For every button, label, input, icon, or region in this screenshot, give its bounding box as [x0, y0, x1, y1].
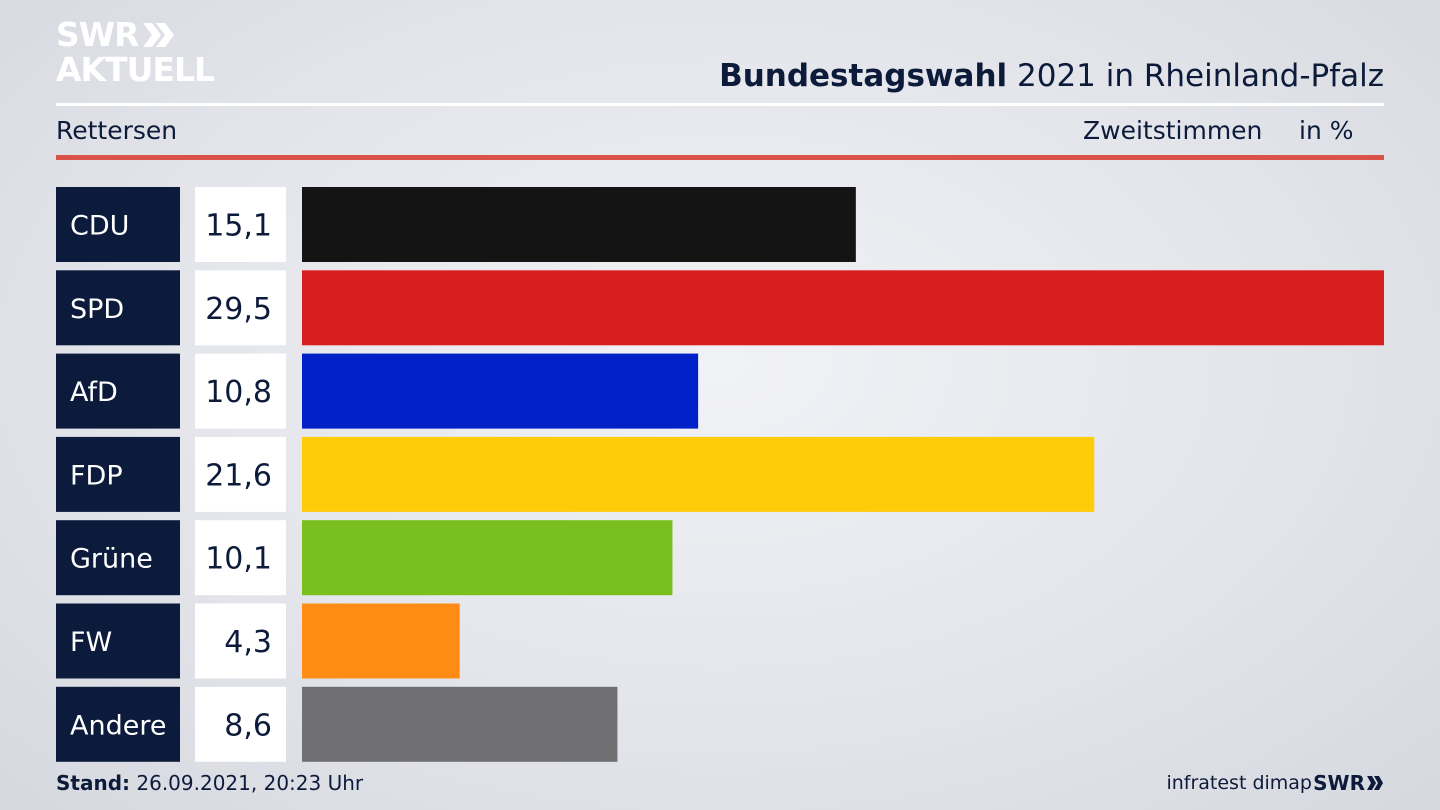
swr-footer-logo: SWR: [1313, 771, 1384, 795]
bar-fdp: [302, 436, 1095, 512]
bar-spd: [302, 270, 1384, 346]
bar-andere: [302, 686, 618, 762]
party-label-fdp: FDP: [70, 460, 123, 491]
party-label-box-cdu: [56, 187, 180, 262]
party-label-andere: Andere: [70, 710, 166, 741]
data-label-fdp: 21,6: [205, 458, 272, 493]
chevron-right-double-icon: [142, 23, 174, 47]
party-label-box-fdp: [56, 436, 180, 512]
accent-divider: [56, 155, 1384, 160]
party-label-box-fw: [56, 603, 180, 679]
value-box-afd: [195, 353, 286, 429]
data-label-spd: 29,5: [205, 292, 272, 327]
value-box-fdp: [195, 436, 286, 512]
data-label-cdu: 15,1: [205, 209, 272, 244]
logo-line-1: SWR: [56, 18, 214, 52]
value-box-cdu: [195, 187, 286, 262]
bar-gr-ne: [302, 520, 673, 596]
timestamp-label: Stand:: [56, 771, 131, 795]
party-label-box-andere: [56, 686, 180, 762]
party-label-fw: FW: [70, 627, 112, 658]
data-label-fw: 4,3: [224, 625, 272, 660]
value-box-spd: [195, 270, 286, 346]
party-label-box-afd: [56, 353, 180, 429]
value-box-andere: [195, 686, 286, 762]
party-label-cdu: CDU: [70, 211, 129, 242]
party-label-gr-ne: Grüne: [70, 544, 153, 575]
party-label-spd: SPD: [70, 294, 124, 325]
value-box-fw: [195, 603, 286, 679]
page-title: Bundestagswahl 2021 in Rheinland-Pfalz: [719, 58, 1384, 94]
title-rest: 2021 in Rheinland-Pfalz: [1007, 58, 1384, 94]
vote-type-label: Zweitstimmen: [1083, 116, 1263, 145]
value-box-gr-ne: [195, 520, 286, 596]
bar-fw: [302, 603, 460, 679]
data-label-gr-ne: 10,1: [205, 542, 272, 577]
source-label: infratest dimap: [1166, 772, 1312, 794]
timestamp-value: 26.09.2021, 20:23 Uhr: [130, 771, 364, 795]
bar-afd: [302, 353, 699, 429]
location-label: Rettersen: [56, 116, 178, 145]
chevron-right-double-icon: [1367, 776, 1383, 790]
unit-label: in %: [1299, 116, 1354, 145]
swr-aktuell-logo: SWR AKTUELL: [56, 18, 215, 89]
bar-cdu: [302, 187, 856, 262]
title-bold: Bundestagswahl: [719, 58, 1008, 94]
data-label-afd: 10,8: [205, 375, 272, 410]
logo-line-2: AKTUELL: [56, 50, 215, 89]
party-label-box-spd: [56, 270, 180, 346]
header-divider: [56, 103, 1384, 106]
timestamp: Stand: 26.09.2021, 20:23 Uhr: [56, 771, 363, 795]
party-label-afd: AfD: [70, 377, 118, 408]
data-label-andere: 8,6: [224, 708, 272, 743]
party-label-box-gr-ne: [56, 520, 180, 596]
